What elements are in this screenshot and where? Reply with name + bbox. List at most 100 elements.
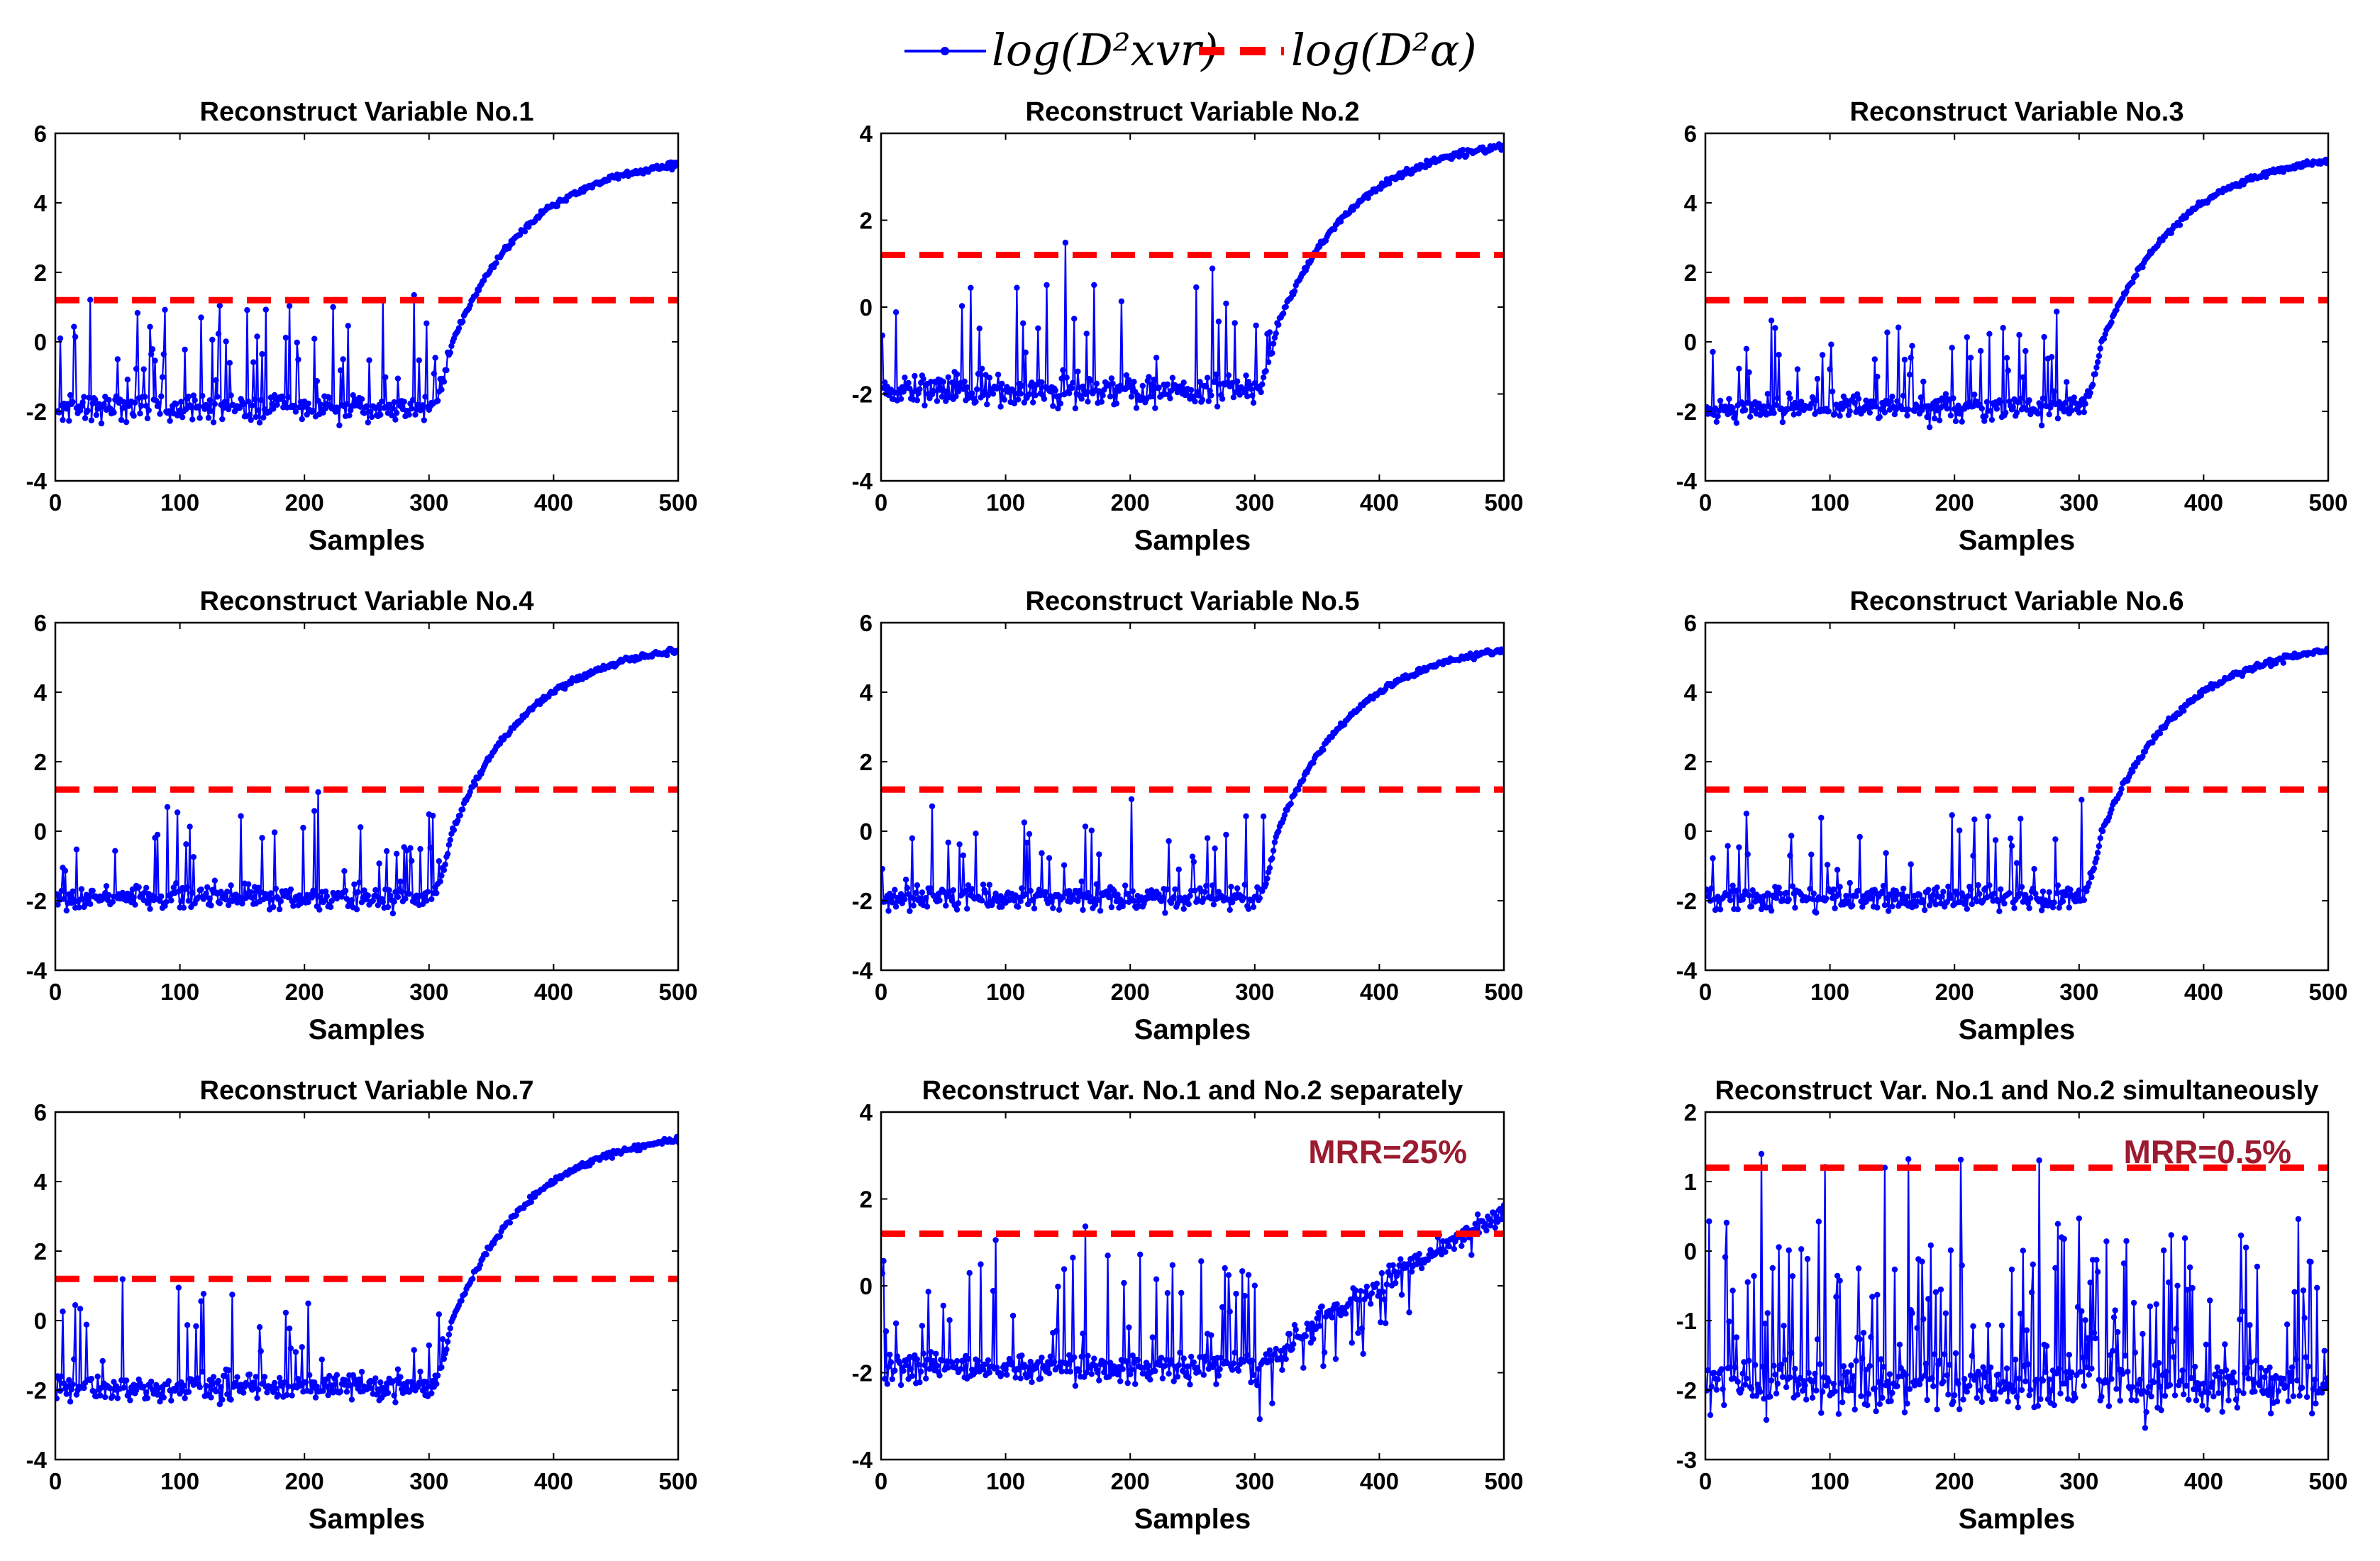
series-point [1215,1372,1222,1379]
series-point [1152,405,1158,411]
series-point [448,343,455,350]
series-point [914,1356,921,1362]
mrr-annotation: MRR=25% [1308,1133,1467,1170]
series-point [343,401,350,407]
series-point [2074,1304,2081,1311]
series-point [995,372,1002,378]
series-point [1251,380,1258,387]
series-point [1270,848,1277,854]
series-point [1729,405,1736,411]
series-point [2103,1238,2110,1245]
series-point [2148,1393,2154,1400]
series-point [228,392,234,399]
series-point [1352,1287,1359,1294]
series-point [216,302,223,309]
series-point [1883,850,1889,857]
series-point [1152,1367,1158,1374]
series-point [1986,882,1993,889]
series-point [2054,1370,2060,1377]
axes-frame [54,132,680,482]
series-point [346,412,353,418]
series-point [1263,367,1269,374]
series-point [1787,1374,1793,1381]
series-point [2296,1392,2303,1399]
series-point [1397,1256,1404,1262]
series-point [421,417,427,423]
series-point [2025,900,2031,906]
series-point [2096,843,2103,850]
series-point [979,365,985,372]
series-point [1891,411,1898,418]
series-point [445,1331,453,1338]
series-point [1764,391,1771,397]
series-point [1031,905,1038,912]
series-point [1289,1345,1295,1352]
series-point [1222,1265,1228,1272]
series-point [188,904,194,911]
series-point [1733,420,1740,426]
series-point [943,902,949,909]
series-point [311,335,318,342]
series-point [114,1395,121,1401]
series-point [326,1372,333,1379]
series-point [194,1375,201,1382]
y-tick-label: -4 [1676,957,1698,984]
series-point [209,1381,216,1388]
series-point [444,850,451,857]
series-point [1113,400,1120,407]
series-point [1761,403,1767,410]
series-point [1929,1375,1935,1382]
series-point [213,377,219,384]
series-point [1966,1382,1973,1389]
series-point [1493,1213,1500,1221]
series-point [1091,282,1097,289]
series-point [1039,379,1045,386]
series-point [2023,1327,2030,1333]
series-point [924,904,931,910]
series-point [290,903,297,909]
series-point [2242,1370,2248,1377]
series-point [1126,377,1132,384]
series-point [165,1378,172,1384]
series-point [285,394,292,401]
series-point [305,1300,311,1307]
series-point [2084,1335,2091,1341]
series-point [119,1276,126,1282]
series-point [958,303,965,309]
series-point [221,1372,228,1379]
series-point [1096,851,1102,857]
series-point [2088,874,2095,881]
series-point [1975,882,1981,889]
axes-frame [1704,621,2330,972]
series-point [924,1356,931,1363]
series-point [1236,391,1243,398]
series-point [1817,1361,1823,1367]
series-point [1996,908,2003,915]
series-point [133,1387,140,1394]
series-point [1870,398,1877,404]
series-point [1976,1371,1983,1377]
series-point [2054,309,2060,315]
series-point [2000,1379,2006,1385]
series-point [1809,1394,1816,1401]
series-point [258,1348,264,1355]
series-point [1163,1357,1170,1363]
series-point [2093,855,2100,862]
series-point [328,897,335,904]
series-point [1723,1219,1730,1226]
series-point [210,419,217,426]
series-point [343,896,350,902]
series-point [190,854,197,860]
series-point [228,882,234,889]
series-point [1025,901,1031,908]
series-point [1774,395,1781,401]
series-point [213,1388,219,1395]
x-tick-label: 0 [875,489,887,516]
series-point [377,1379,384,1386]
x-tick-label: 500 [1484,489,1523,516]
y-tick-label: 6 [1684,121,1697,147]
series-point [131,894,137,901]
series-point [402,896,409,902]
series-point [1743,345,1750,352]
